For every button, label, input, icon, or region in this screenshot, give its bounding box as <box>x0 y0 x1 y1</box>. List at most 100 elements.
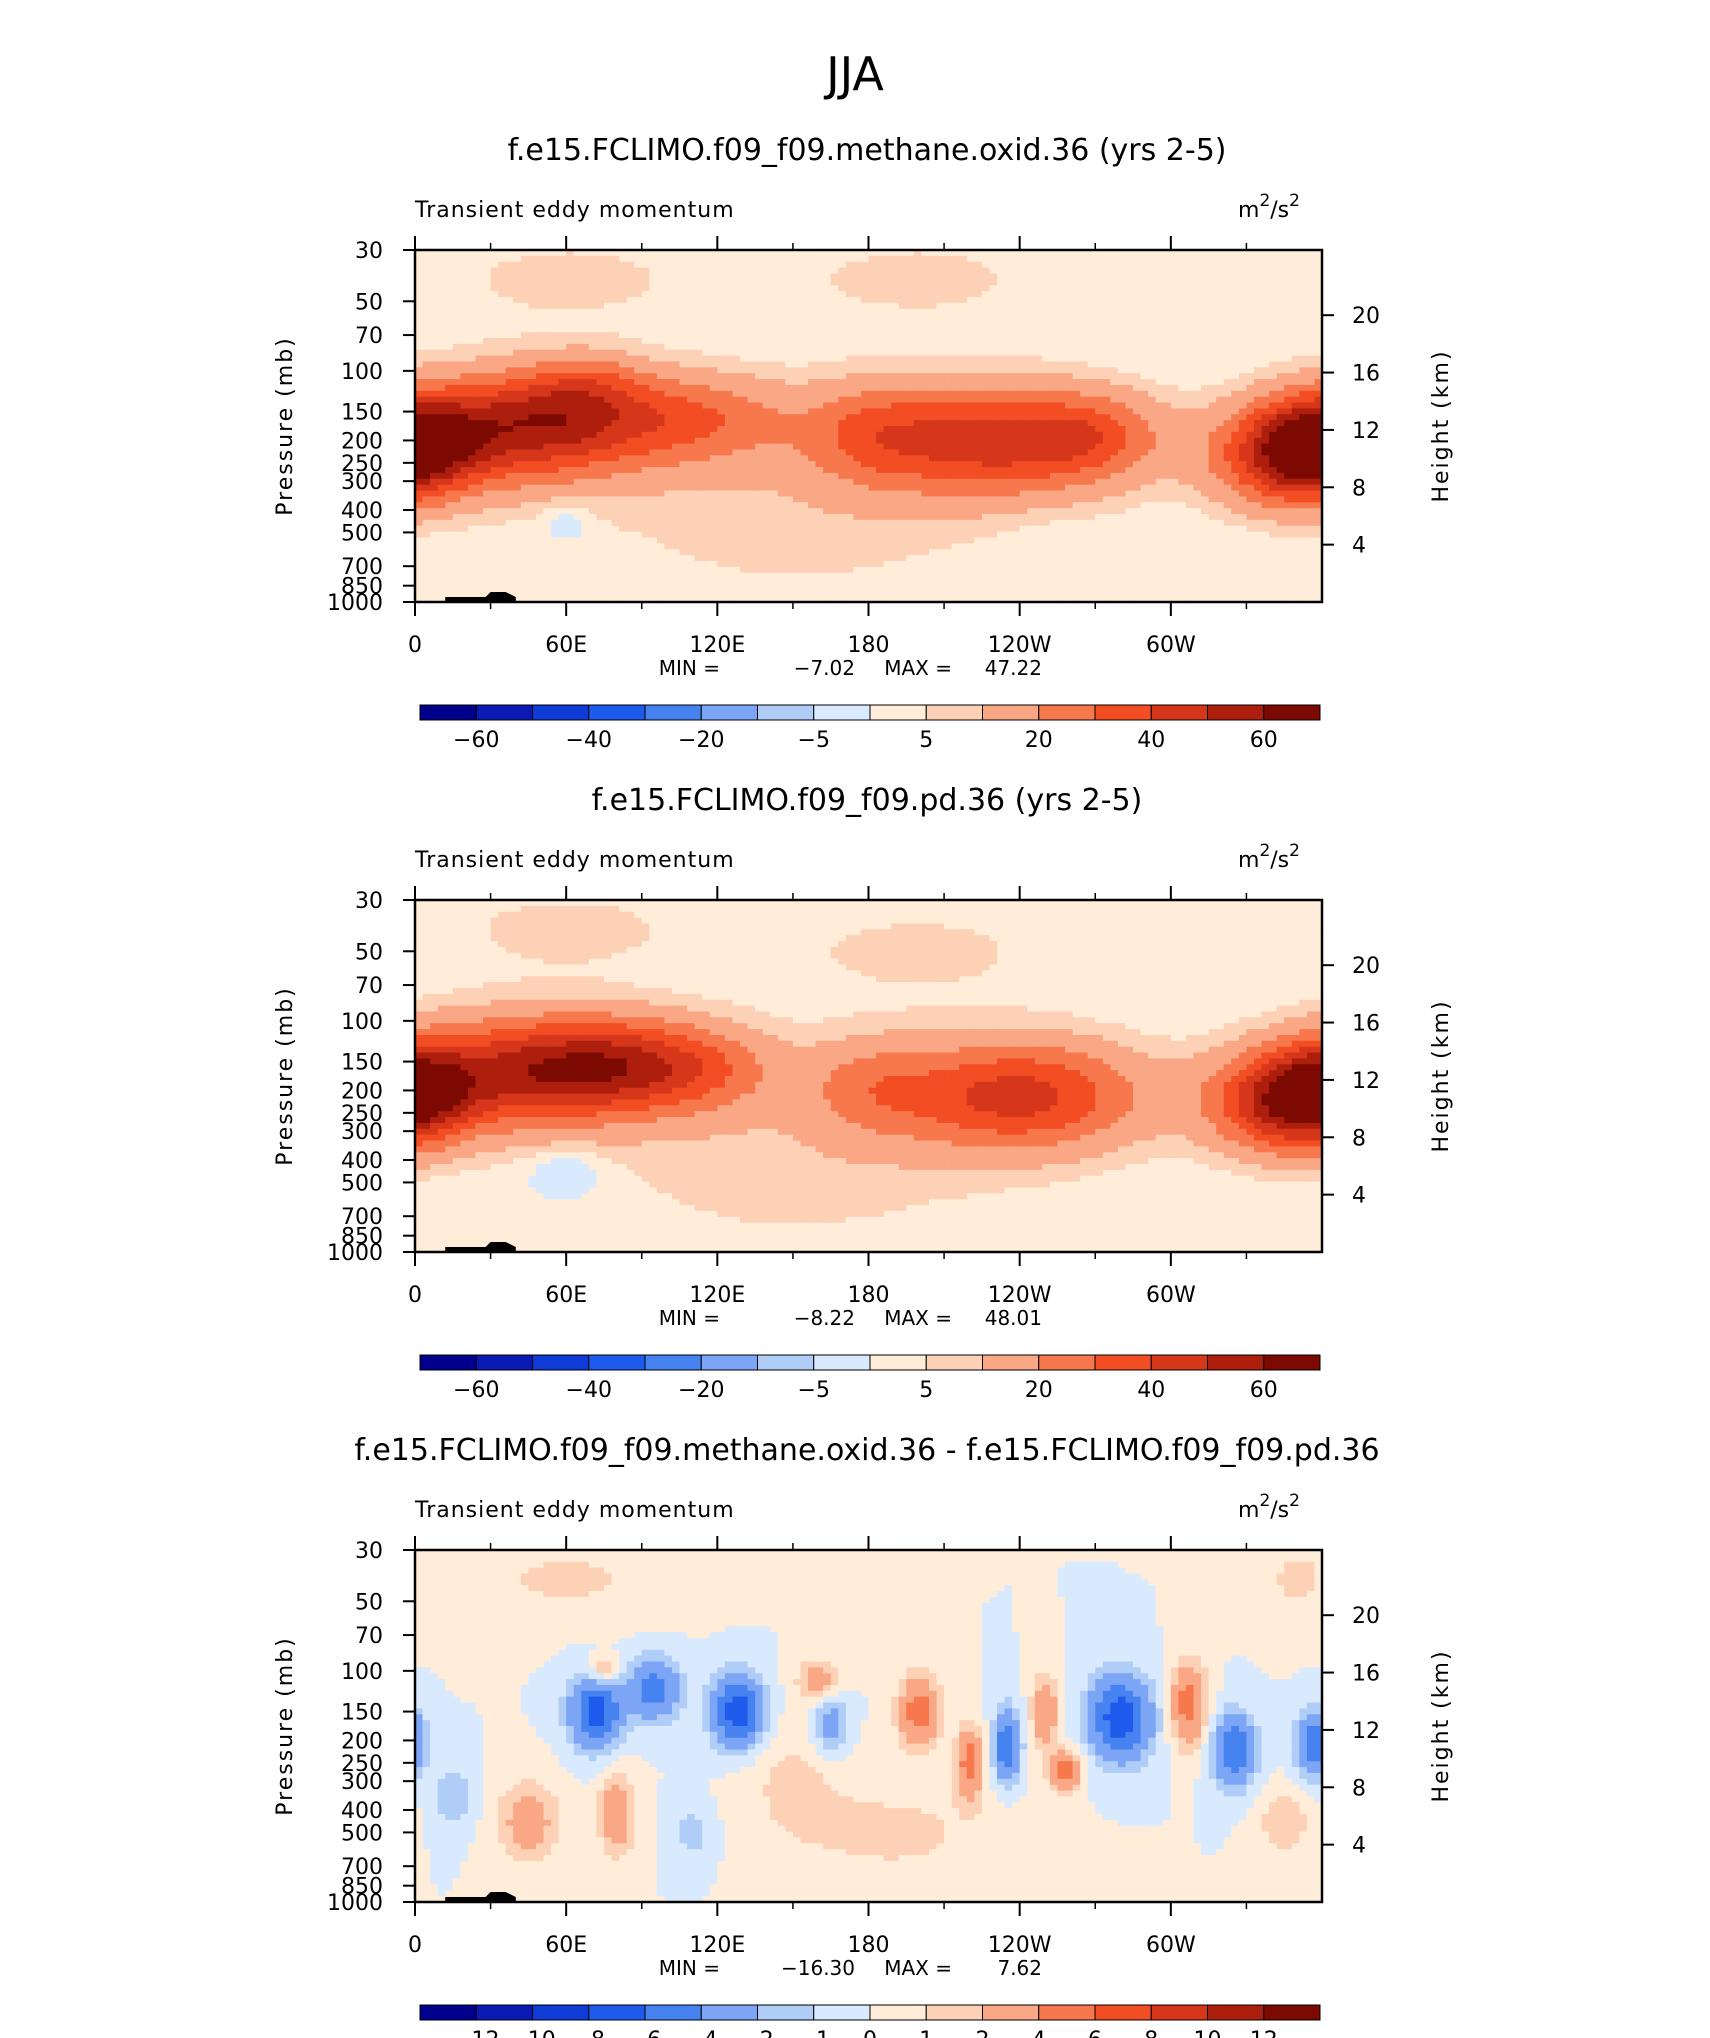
heatmap-cell <box>1065 443 1074 451</box>
heatmap-cell <box>671 390 681 398</box>
heatmap-cell <box>528 308 537 316</box>
heatmap-cell <box>694 267 703 275</box>
heatmap-cell <box>460 355 469 363</box>
heatmap-cell <box>755 472 764 480</box>
heatmap-cell <box>717 338 726 345</box>
heatmap-cell <box>755 343 764 351</box>
heatmap-cell <box>528 396 537 404</box>
heatmap-cell <box>1140 279 1149 286</box>
heatmap-cell <box>520 461 529 468</box>
heatmap-cell <box>611 379 620 386</box>
heatmap-cell <box>445 291 454 298</box>
heatmap-cell <box>437 355 446 363</box>
heatmap-cell <box>883 449 892 456</box>
heatmap-cell <box>1193 332 1202 339</box>
heatmap-cell <box>1102 338 1111 345</box>
heatmap-cell <box>452 314 461 321</box>
heatmap-cell <box>445 484 454 492</box>
heatmap-cell <box>1261 396 1270 404</box>
heatmap-cell <box>1299 449 1308 456</box>
heatmap-cell <box>732 349 741 357</box>
heatmap-cell <box>1072 408 1081 415</box>
heatmap-cell <box>770 437 779 445</box>
heatmap-cell <box>558 437 567 445</box>
heatmap-cell <box>1276 326 1285 333</box>
heatmap-cell <box>702 320 711 327</box>
heatmap-cell <box>520 455 529 462</box>
heatmap-cell <box>1155 349 1164 357</box>
heatmap-cell <box>1299 267 1308 275</box>
heatmap-cell <box>415 326 424 333</box>
heatmap-cell <box>1087 261 1096 269</box>
heatmap-cell <box>1261 384 1270 392</box>
heatmap-cell <box>467 420 477 427</box>
heatmap-cell <box>619 390 628 398</box>
heatmap-cell <box>936 255 945 263</box>
heatmap-cell <box>936 326 945 333</box>
heatmap-cell <box>936 361 945 368</box>
heatmap-cell <box>944 443 953 451</box>
heatmap-cell <box>437 431 446 439</box>
heatmap-cell <box>898 285 907 292</box>
heatmap-cell <box>664 261 673 269</box>
heatmap-cell <box>452 408 461 415</box>
heatmap-cell <box>1253 461 1263 468</box>
heatmap-cell <box>1057 291 1066 298</box>
heatmap-cell <box>830 273 839 280</box>
heatmap-cell <box>944 461 953 468</box>
heatmap-cell <box>876 461 885 468</box>
heatmap-cell <box>1185 332 1195 339</box>
heatmap-cell <box>528 296 537 304</box>
heatmap-cell <box>762 443 771 451</box>
heatmap-cell <box>883 379 892 386</box>
heatmap-cell <box>792 396 802 404</box>
heatmap-cell <box>649 296 658 304</box>
heatmap-cell <box>558 414 567 421</box>
heatmap-cell <box>732 396 741 404</box>
heatmap-cell <box>898 320 907 327</box>
heatmap-cell <box>1261 267 1270 275</box>
heatmap-cell <box>709 431 718 439</box>
heatmap-cell <box>1231 455 1240 462</box>
heatmap-cell <box>513 408 522 415</box>
heatmap-cell <box>1299 338 1308 345</box>
heatmap-cell <box>740 384 749 392</box>
heatmap-cell <box>581 338 590 345</box>
heatmap-cell <box>732 478 741 486</box>
heatmap-cell <box>694 467 703 474</box>
heatmap-cell <box>838 343 847 351</box>
heatmap-cell <box>1284 390 1293 398</box>
heatmap-cell <box>520 332 529 339</box>
heatmap-cell <box>1253 261 1263 269</box>
heatmap-cell <box>1049 478 1059 486</box>
heatmap-cell <box>1095 291 1104 298</box>
heatmap-cell <box>1208 467 1217 474</box>
heatmap-cell <box>498 332 507 339</box>
heatmap-cell <box>558 472 567 480</box>
heatmap-cell <box>1027 420 1036 427</box>
heatmap-cell <box>634 285 643 292</box>
heatmap-cell <box>656 390 666 398</box>
heatmap-cell <box>709 250 718 257</box>
heatmap-cell <box>1080 379 1089 386</box>
heatmap-cell <box>800 367 809 374</box>
heatmap-cell <box>838 250 847 257</box>
heatmap-cell <box>732 467 741 474</box>
heatmap-cell <box>1133 273 1142 280</box>
heatmap-cell <box>989 349 998 357</box>
heatmap-cell <box>959 414 968 421</box>
heatmap-cell <box>913 320 923 327</box>
heatmap-cell <box>974 449 983 456</box>
heatmap-cell <box>596 338 605 345</box>
heatmap-cell <box>1125 332 1134 339</box>
heatmap-cell <box>1065 437 1074 445</box>
heatmap-cell <box>906 455 915 462</box>
heatmap-cell <box>996 373 1006 380</box>
heatmap-cell <box>687 332 696 339</box>
heatmap-cell <box>823 355 832 363</box>
heatmap-cell <box>724 426 734 433</box>
heatmap-cell <box>1276 431 1285 439</box>
heatmap-cell <box>1012 349 1021 357</box>
heatmap-cell <box>1080 338 1089 345</box>
heatmap-cell <box>755 285 764 292</box>
